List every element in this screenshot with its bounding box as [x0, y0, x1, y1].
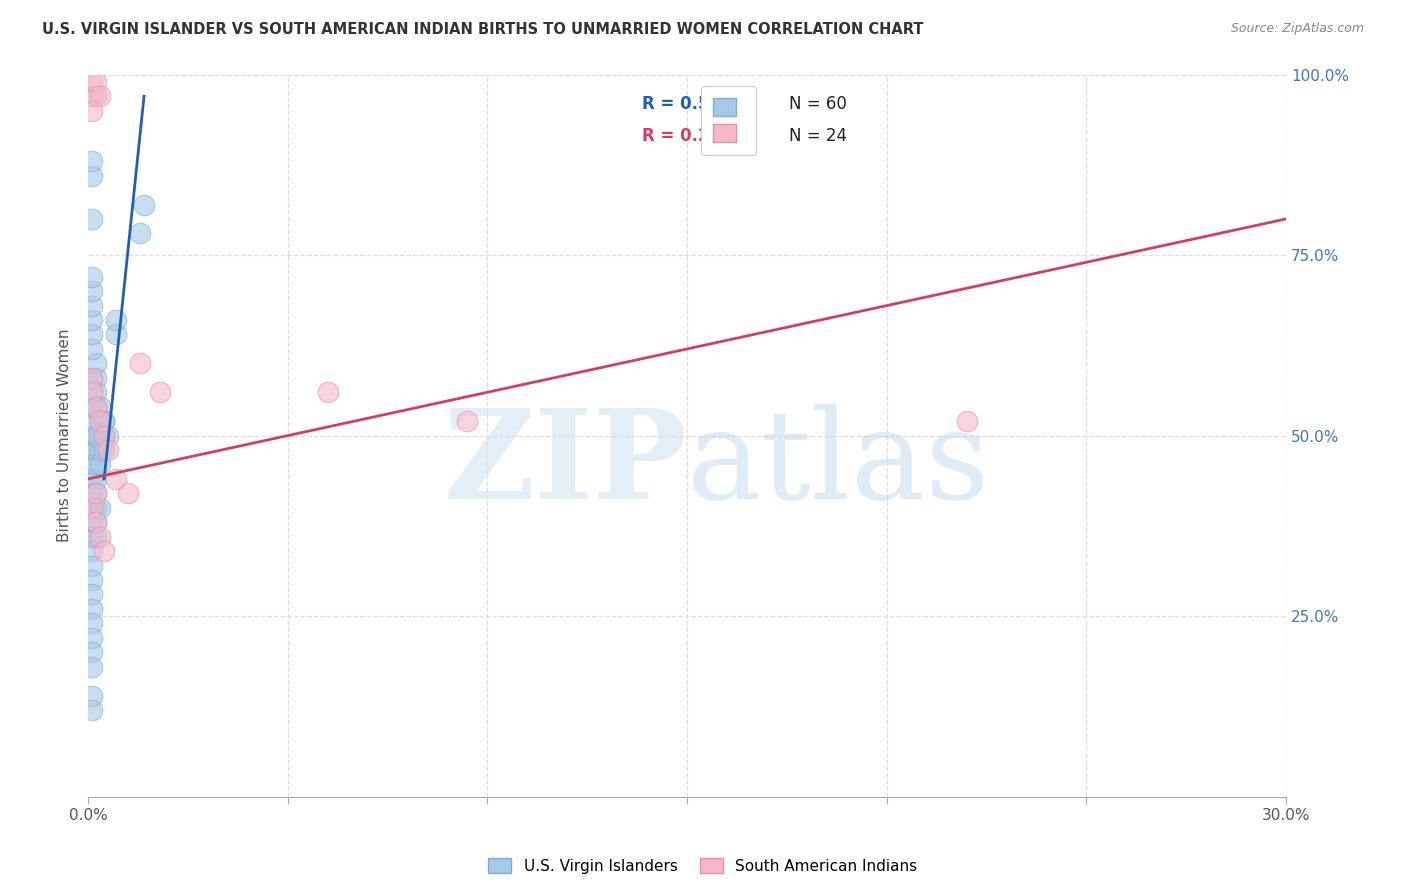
Point — [84, 458, 107, 472]
Y-axis label: Births to Unmarried Women: Births to Unmarried Women — [58, 329, 72, 542]
Point — [89, 414, 111, 428]
Point — [82, 486, 104, 500]
Point — [84, 371, 107, 385]
Point — [82, 414, 104, 428]
Point — [93, 428, 115, 442]
Legend: , : , — [702, 87, 756, 154]
Point — [84, 472, 107, 486]
Point — [84, 400, 107, 414]
Point — [82, 428, 104, 442]
Point — [456, 414, 478, 428]
Point — [82, 443, 104, 458]
Point — [82, 659, 104, 673]
Point — [93, 414, 115, 428]
Point — [89, 89, 111, 103]
Point — [82, 89, 104, 103]
Point — [89, 500, 111, 515]
Point — [82, 211, 104, 226]
Point — [82, 602, 104, 616]
Point — [82, 371, 104, 385]
Point — [82, 385, 104, 400]
Text: N = 24: N = 24 — [789, 127, 846, 145]
Point — [84, 428, 107, 442]
Point — [93, 414, 115, 428]
Point — [89, 414, 111, 428]
Point — [316, 385, 339, 400]
Point — [89, 530, 111, 544]
Point — [84, 486, 107, 500]
Point — [82, 299, 104, 313]
Point — [82, 544, 104, 558]
Point — [105, 327, 128, 342]
Point — [82, 371, 104, 385]
Point — [82, 472, 104, 486]
Point — [82, 573, 104, 587]
Point — [84, 356, 107, 370]
Point — [82, 342, 104, 356]
Point — [84, 443, 107, 458]
Text: U.S. VIRGIN ISLANDER VS SOUTH AMERICAN INDIAN BIRTHS TO UNMARRIED WOMEN CORRELAT: U.S. VIRGIN ISLANDER VS SOUTH AMERICAN I… — [42, 22, 924, 37]
Point — [82, 103, 104, 118]
Point — [89, 458, 111, 472]
Point — [84, 515, 107, 529]
Point — [82, 169, 104, 183]
Point — [105, 313, 128, 327]
Point — [84, 75, 107, 89]
Point — [84, 500, 107, 515]
Point — [82, 284, 104, 298]
Point — [82, 631, 104, 645]
Point — [82, 327, 104, 342]
Point — [149, 385, 172, 400]
Point — [84, 385, 107, 400]
Point — [82, 313, 104, 327]
Point — [84, 515, 107, 529]
Point — [132, 197, 155, 211]
Point — [129, 356, 152, 370]
Text: R = 0.504: R = 0.504 — [641, 95, 733, 112]
Point — [97, 428, 120, 442]
Legend: U.S. Virgin Islanders, South American Indians: U.S. Virgin Islanders, South American In… — [482, 852, 924, 880]
Point — [89, 428, 111, 442]
Point — [82, 530, 104, 544]
Point — [82, 703, 104, 717]
Point — [93, 428, 115, 442]
Point — [82, 269, 104, 284]
Point — [93, 544, 115, 558]
Point — [84, 428, 107, 442]
Point — [82, 515, 104, 529]
Point — [82, 587, 104, 601]
Point — [82, 616, 104, 631]
Point — [82, 500, 104, 515]
Point — [89, 443, 111, 458]
Point — [105, 472, 128, 486]
Text: Source: ZipAtlas.com: Source: ZipAtlas.com — [1230, 22, 1364, 36]
Text: ZIP: ZIP — [443, 404, 688, 525]
Point — [82, 154, 104, 169]
Text: R = 0.250: R = 0.250 — [641, 127, 733, 145]
Point — [84, 400, 107, 414]
Text: N = 60: N = 60 — [789, 95, 846, 112]
Point — [82, 500, 104, 515]
Point — [117, 486, 139, 500]
Point — [93, 443, 115, 458]
Point — [84, 486, 107, 500]
Point — [84, 89, 107, 103]
Point — [82, 75, 104, 89]
Point — [82, 385, 104, 400]
Point — [129, 227, 152, 241]
Text: atlas: atlas — [688, 404, 990, 525]
Point — [89, 400, 111, 414]
Point — [97, 443, 120, 458]
Point — [84, 530, 107, 544]
Point — [955, 414, 977, 428]
Point — [82, 689, 104, 703]
Point — [82, 558, 104, 573]
Point — [82, 458, 104, 472]
Point — [82, 645, 104, 659]
Point — [82, 400, 104, 414]
